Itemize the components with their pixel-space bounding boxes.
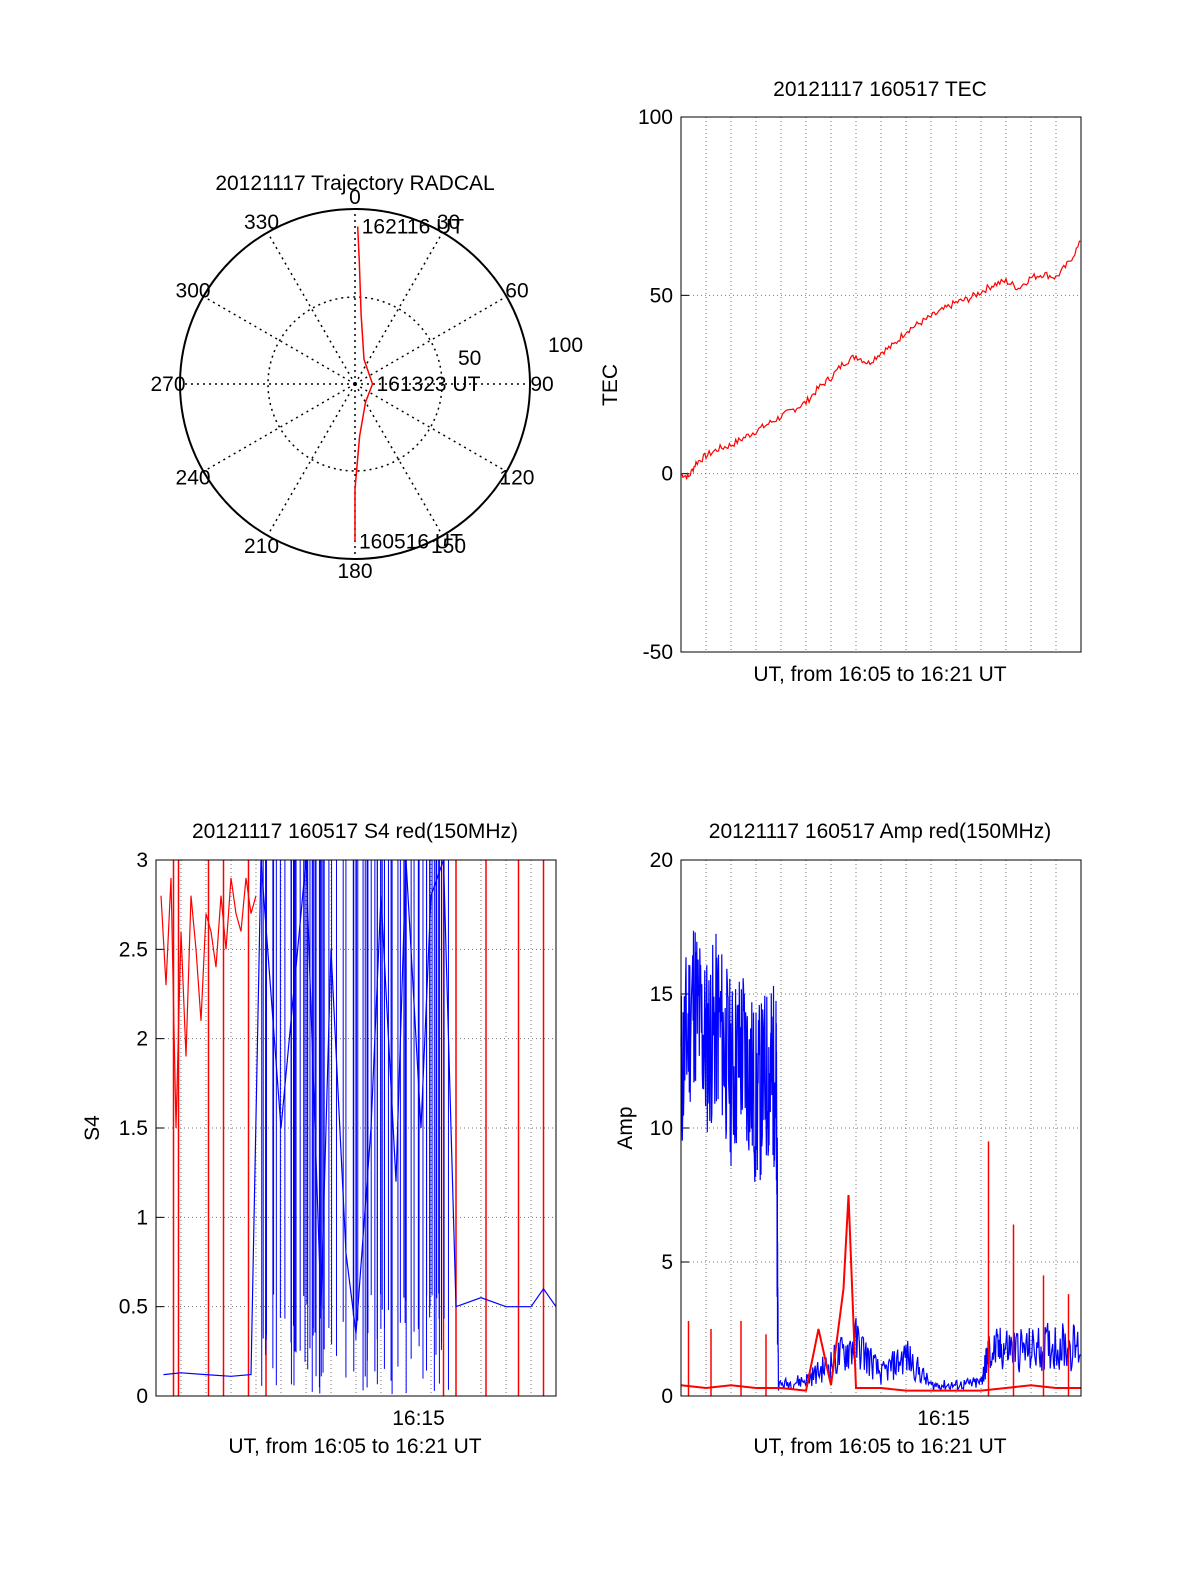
s4-y-tick-label-3: 1.5 [119,1117,148,1140]
amp-gridlines [681,859,1081,1397]
amp-chart-title: 20121117 160517 Amp red(150MHz) [709,820,1051,843]
s4-blue-series [163,859,557,1395]
amp-y-tick-labels: 0 5 10 15 20 [650,849,673,1408]
polar-radius-label-50: 50 [458,347,481,370]
amp-y-axis-label: Amp [614,1106,637,1149]
s4-y-axis-label: S4 [81,1115,104,1141]
tec-y-tick-label-3: 100 [638,106,673,129]
polar-chart-title: 20121117 Trajectory RADCAL [215,172,494,195]
amp-blue-line [680,930,1081,1392]
tec-y-tick-label-1: 0 [661,463,673,486]
s4-y-tick-label-0: 0 [136,1385,148,1408]
tec-series-line [681,240,1082,480]
polar-spoke-150 [354,383,444,536]
polar-spoke-30 [354,232,444,385]
polar-annotation-0: 162116 UT [362,216,465,239]
polar-inner-ring [267,296,443,472]
tec-y-tick-label-0: -50 [643,641,673,664]
polar-azimuth-label-30: 30 [437,211,460,234]
tec-y-tick-labels: -50 0 50 100 [638,106,673,664]
polar-spoke-330 [266,232,356,385]
amp-y-tick-label-3: 15 [650,983,673,1006]
amp-red-series [680,1141,1081,1396]
amp-blue-series [680,930,1081,1392]
polar-azimuth-labels: 0 30 60 90 120 150 180 210 240 270 300 330 [150,186,553,583]
s4-y-tick-label-1: 0.5 [119,1296,148,1319]
polar-azimuth-label-210: 210 [244,535,279,558]
tec-chart-title: 20121117 160517 TEC [773,78,987,101]
polar-azimuth-label-300: 300 [176,280,211,303]
polar-spoke-300 [203,295,356,385]
polar-spoke-210 [266,383,356,536]
s4-chart-title: 20121117 160517 S4 red(150MHz) [192,820,518,843]
polar-azimuth-label-0: 0 [349,186,361,209]
tec-plot-frame [680,116,1082,653]
tec-y-axis-label: TEC [599,364,622,406]
polar-spoke-60 [354,295,507,385]
polar-spoke-120 [354,383,507,473]
polar-azimuth-label-270: 270 [150,373,185,396]
polar-azimuth-label-150: 150 [431,535,466,558]
s4-y-tick-label-2: 1 [136,1206,148,1229]
polar-trajectory-line [354,226,374,542]
polar-azimuth-label-330: 330 [244,211,279,234]
polar-azimuth-label-180: 180 [337,560,372,583]
s4-y-tick-label-5: 2.5 [119,938,148,961]
polar-annotation-1: 161323 UT [377,373,481,396]
polar-trajectory-chart: 20121117 Trajectory RADCAL 0 30 60 90 120 150… [150,172,583,583]
polar-azimuth-label-120: 120 [499,467,534,490]
amp-chart: 20121117 160517 Amp red(150MHz) 0 5 10 15 20… [614,820,1082,1458]
tec-chart: 20121117 160517 TEC -50 0 50 100 TEC UT, fr… [599,78,1082,686]
tec-y-tick-label-2: 50 [650,284,673,307]
polar-radius-label-100: 100 [548,334,583,357]
tec-x-axis-label: UT, from 16:05 to 16:21 UT [753,663,1006,686]
s4-chart: 20121117 160517 S4 red(150MHz) 0 0.5 1 1.5 2… [81,820,557,1458]
amp-y-tick-label-2: 10 [650,1117,673,1140]
amp-y-tick-label-1: 5 [661,1251,673,1274]
amp-y-tick-label-0: 0 [661,1385,673,1408]
amp-red-line [680,1194,1081,1392]
s4-y-tick-label-4: 2 [136,1028,148,1051]
amp-x-tick-label: 16:15 [917,1407,970,1430]
polar-spoke-240 [203,383,356,473]
polar-annotation-2: 160516 UT [359,531,463,554]
s4-x-tick-label: 16:15 [392,1407,445,1430]
polar-azimuth-label-240: 240 [176,467,211,490]
polar-azimuth-label-60: 60 [505,280,528,303]
amp-plot-frame [680,859,1082,1397]
tec-gridlines [681,116,1081,653]
amp-x-axis-label: UT, from 16:05 to 16:21 UT [753,1435,1006,1458]
polar-azimuth-label-90: 90 [530,373,553,396]
s4-x-axis-label: UT, from 16:05 to 16:21 UT [228,1435,481,1458]
s4-blue-line [163,859,557,1377]
amp-y-tick-label-4: 20 [650,849,673,872]
polar-annotations: 162116 UT 161323 UT 160516 UT [359,216,481,554]
s4-plot-frame [155,859,557,1397]
s4-y-tick-label-6: 3 [136,849,148,872]
s4-y-tick-labels: 0 0.5 1 1.5 2 2.5 3 [119,849,148,1408]
